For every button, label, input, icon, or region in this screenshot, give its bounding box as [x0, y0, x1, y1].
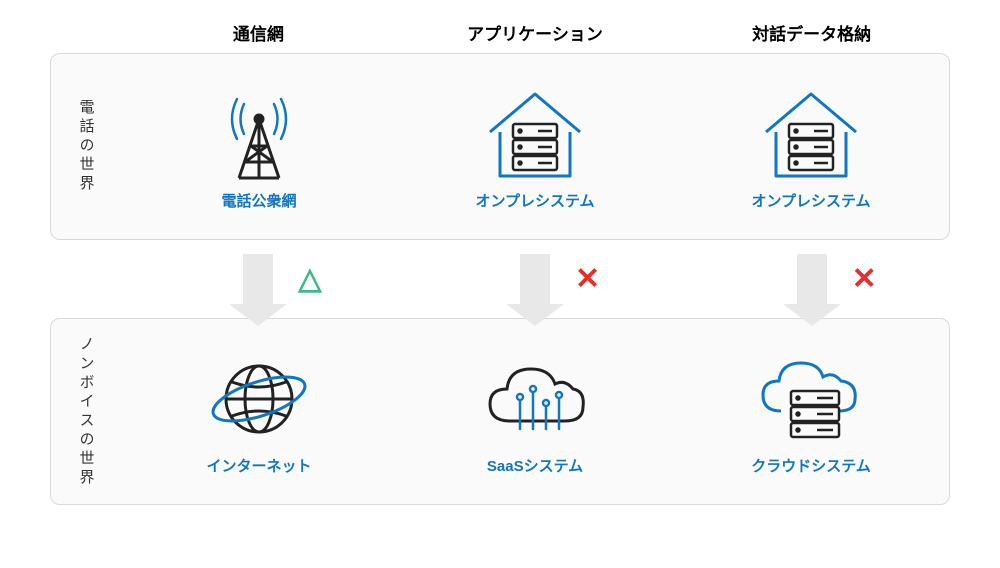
arrow-down-icon	[520, 254, 550, 304]
saas-cloud-icon	[475, 347, 595, 445]
x-mark-icon: ✕	[852, 262, 877, 297]
onprem-house-icon	[756, 82, 866, 180]
cell-internet: インターネット	[121, 319, 397, 504]
col-header-network: 通信網	[120, 20, 397, 45]
cell-label: SaaSシステム	[487, 455, 583, 476]
cell-onprem-app: オンプレシステム	[397, 54, 673, 239]
arrow-cell-1: △	[120, 240, 397, 318]
row-label-phone: 電話の世界	[51, 99, 121, 194]
row-phone-world: 電話の世界	[50, 53, 950, 240]
cell-onprem-storage: オンプレシステム	[673, 54, 949, 239]
col-header-storage: 対話データ格納	[673, 20, 950, 45]
triangle-mark-icon: △	[298, 262, 321, 297]
x-mark-icon: ✕	[575, 262, 600, 297]
row-nonvoice-cells: インターネット Sa	[121, 319, 949, 504]
globe-internet-icon	[204, 347, 314, 445]
row-label-nonvoice: ノンボイスの世界	[51, 336, 121, 488]
cell-label: オンプレシステム	[475, 190, 594, 211]
cell-pstn: 電話公衆網	[121, 54, 397, 239]
radio-tower-icon	[209, 82, 309, 180]
onprem-house-icon	[480, 82, 590, 180]
arrow-down-icon	[797, 254, 827, 304]
cell-label: クラウドシステム	[751, 455, 871, 476]
column-headers: 通信網 アプリケーション 対話データ格納	[120, 20, 950, 45]
cloud-server-icon	[751, 347, 871, 445]
cell-cloud: クラウドシステム	[673, 319, 949, 504]
diagram-container: 通信網 アプリケーション 対話データ格納 電話の世界	[0, 0, 1000, 525]
cell-label: 電話公衆網	[221, 190, 296, 211]
row-phone-cells: 電話公衆網	[121, 54, 949, 239]
cell-label: オンプレシステム	[751, 190, 870, 211]
arrow-down-icon	[243, 254, 273, 304]
col-header-application: アプリケーション	[397, 20, 674, 45]
arrows-row: △ ✕ ✕	[120, 240, 950, 318]
cell-saas: SaaSシステム	[397, 319, 673, 504]
row-nonvoice-world: ノンボイスの世界	[50, 318, 950, 505]
cell-label: インターネット	[206, 455, 311, 476]
arrow-cell-3: ✕	[673, 240, 950, 318]
arrow-cell-2: ✕	[397, 240, 674, 318]
